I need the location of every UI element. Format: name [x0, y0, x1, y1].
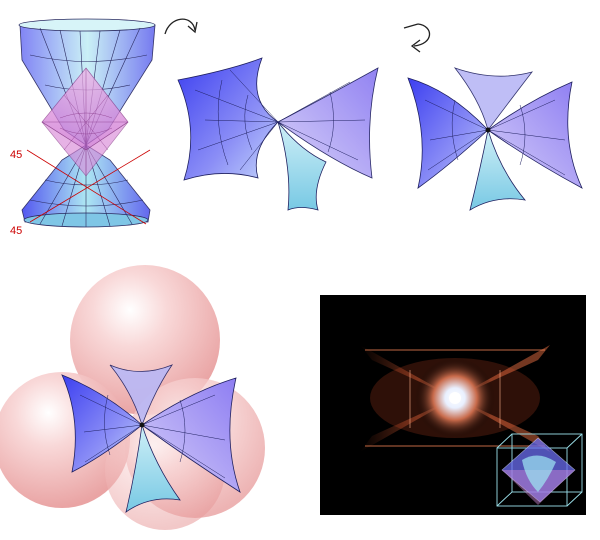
rotated-side-grid — [194, 69, 366, 171]
cluster-grid — [79, 394, 226, 479]
front-right-wing — [487, 81, 583, 189]
right-wing — [277, 67, 379, 179]
rotate-down-arrow-icon — [403, 23, 431, 53]
rotate-right-arrow-icon — [164, 18, 198, 35]
front-top-wing — [453, 67, 534, 131]
cone-cross-section-panel: 45 45 — [10, 18, 156, 237]
cluster-right-wing — [141, 377, 241, 493]
rotated-front-grid — [424, 99, 566, 176]
left-wing-back — [177, 57, 279, 181]
angle-label-upper: 45 — [10, 149, 22, 161]
cluster-bottom-wing — [125, 424, 181, 513]
angle-lines — [26, 149, 151, 225]
front-center-point — [485, 127, 491, 133]
upper-cone-rim — [18, 18, 156, 32]
front-left-wing — [407, 77, 489, 189]
inset-cube-octahedron — [496, 433, 583, 507]
cluster-top-wing — [109, 364, 174, 427]
rotated-cone-front-panel — [407, 67, 583, 211]
nebula-photo-panel — [320, 295, 586, 515]
rotated-cone-side-panel — [177, 57, 379, 211]
octahedron — [41, 67, 129, 177]
cluster-left-wing — [61, 374, 143, 473]
front-bottom-wing — [469, 129, 526, 211]
angle-label-lower: 45 — [10, 225, 22, 237]
lower-wing — [277, 121, 327, 211]
spheres-cluster-panel — [0, 265, 265, 530]
sphere-top — [70, 265, 220, 415]
cluster-center-point — [139, 422, 145, 428]
